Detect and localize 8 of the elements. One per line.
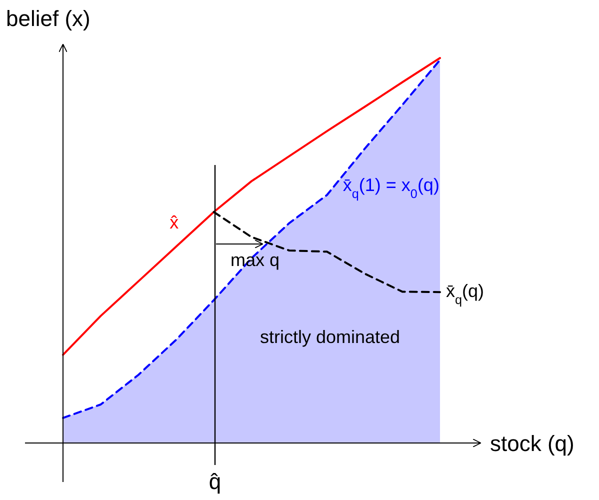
text: q̂ [208,469,222,494]
annotation: strictly dominated [260,327,400,347]
x-axis-title: stock (q) [490,431,574,456]
annotation: max q [230,250,280,270]
series-label: x̂ [170,212,179,233]
series-label: x̄$_{q}$(1) = x$_{0}$(q) [342,175,440,202]
series-label: x̄$_{q}$(q) [446,281,484,308]
y-axis-title: belief (x) [6,6,90,31]
